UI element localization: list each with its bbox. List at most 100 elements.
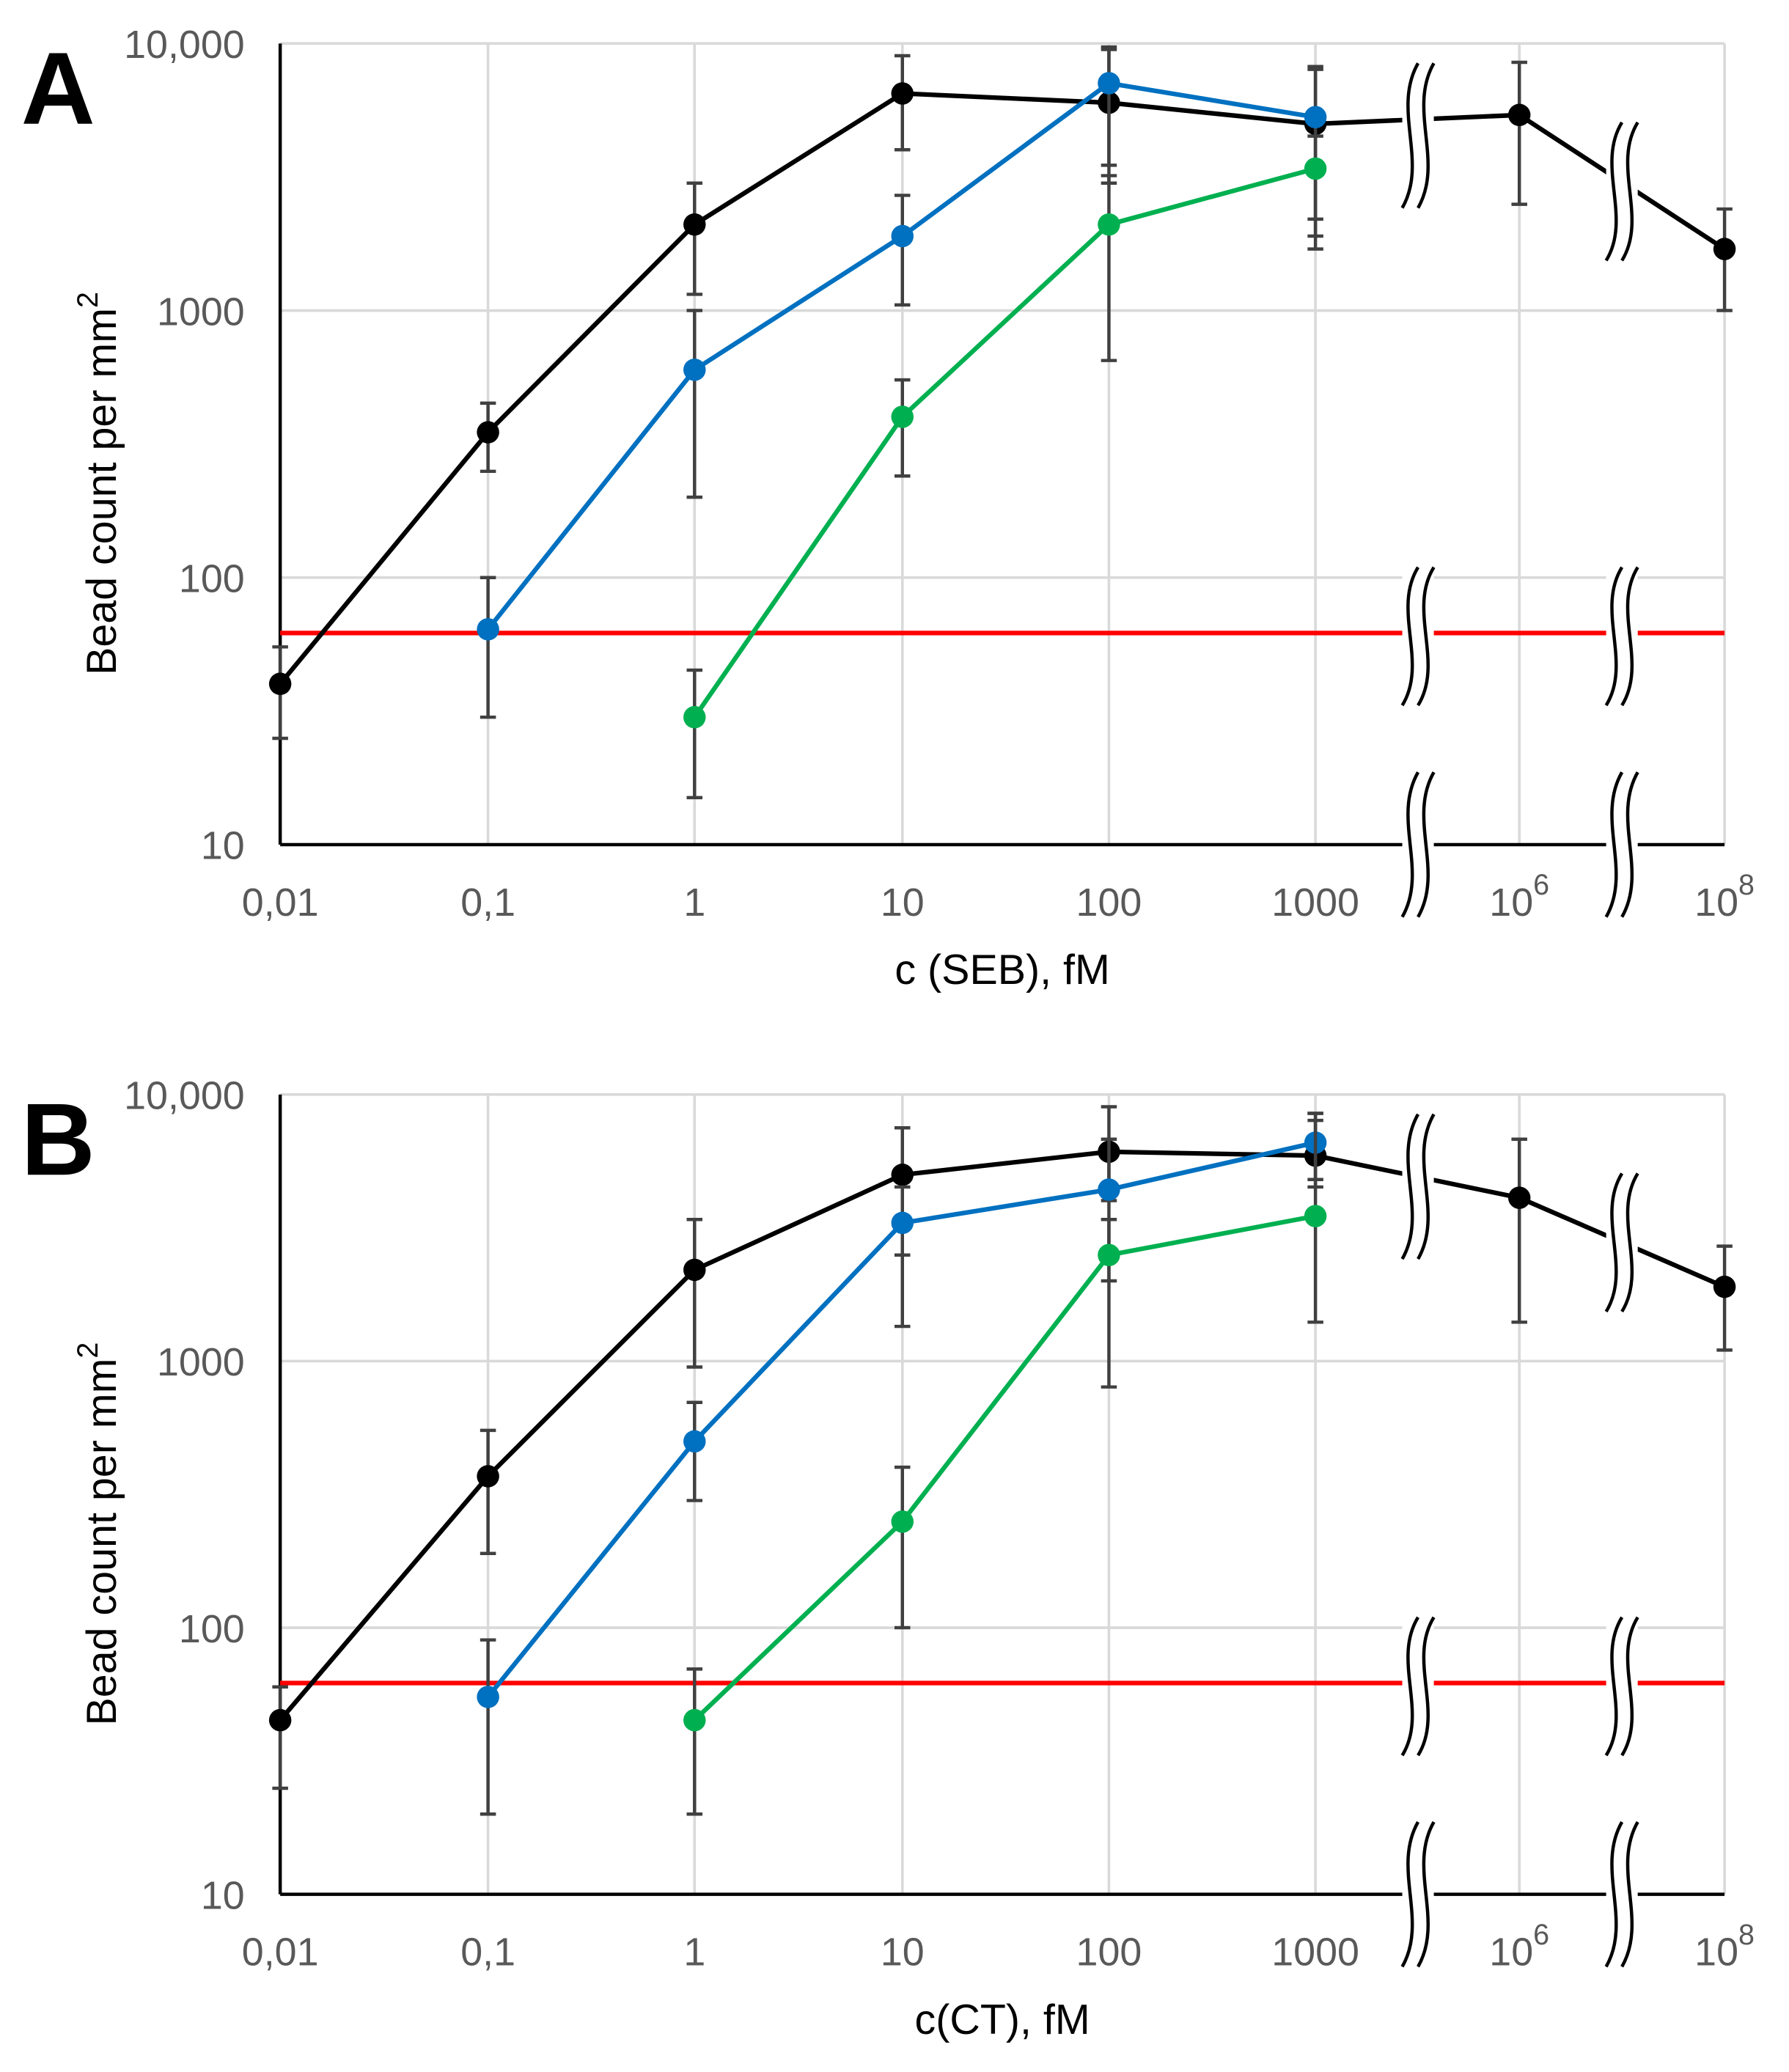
x-tick-label: 106 — [1489, 1919, 1549, 1974]
axis-break-mask — [1606, 1173, 1638, 1312]
data-point-black — [683, 1258, 706, 1282]
y-tick-label: 100 — [179, 556, 245, 600]
data-point-black — [1507, 1186, 1531, 1209]
axis-break-mask — [1402, 1821, 1434, 1967]
series-line-black — [278, 1149, 1726, 1722]
axis-break-mask — [1402, 63, 1434, 208]
axis-break-icon — [1400, 771, 1420, 918]
axis-break-mask — [1606, 1617, 1638, 1756]
data-point-blue — [477, 1686, 499, 1708]
axis-break-icon — [1604, 1616, 1624, 1757]
x-tick-label: 0,1 — [460, 1930, 515, 1974]
data-point-blue — [477, 618, 499, 641]
x-axis-label: c(CT), fM — [915, 1996, 1090, 2043]
axis-break-icon — [1417, 62, 1436, 209]
x-tick-label: 106 — [1489, 869, 1549, 925]
data-point-blue — [683, 359, 706, 381]
axis-break-mask — [1402, 567, 1434, 706]
data-point-black — [477, 1465, 499, 1488]
x-axis-label: c (SEB), fM — [894, 947, 1109, 993]
data-point-black — [891, 82, 914, 105]
panel-label: A — [21, 31, 95, 146]
panel-label: B — [21, 1081, 95, 1197]
y-tick-label: 100 — [179, 1607, 245, 1651]
data-point-black — [268, 672, 292, 695]
x-tick-label: 108 — [1694, 1919, 1755, 1974]
axis-break-mask — [1606, 1821, 1638, 1967]
y-tick-label: 10,000 — [124, 23, 245, 67]
series-line-green — [692, 166, 1316, 719]
data-point-green — [683, 1708, 706, 1732]
axis-break-icon — [1620, 1616, 1639, 1757]
y-axis-label: Bead count per mm2 — [72, 1342, 125, 1726]
axis-break-icon — [1400, 62, 1420, 209]
data-point-green — [1098, 213, 1120, 236]
data-point-green — [891, 405, 914, 428]
axis-break-icon — [1620, 566, 1639, 707]
axis-break-icon — [1620, 1172, 1639, 1313]
axis-break-icon — [1604, 1172, 1624, 1313]
data-point-black — [683, 213, 706, 236]
data-point-blue — [683, 1430, 706, 1453]
axis-break-icon — [1604, 121, 1624, 262]
x-tick-label: 1 — [683, 1930, 705, 1974]
x-tick-label: 100 — [1076, 881, 1142, 925]
x-tick-label: 10 — [881, 881, 925, 925]
axis-break-icon — [1417, 1113, 1436, 1260]
data-point-blue — [1304, 106, 1327, 129]
axis-break-icon — [1620, 771, 1639, 918]
x-tick-label: 100 — [1076, 1930, 1142, 1974]
x-tick-label: 108 — [1694, 869, 1755, 925]
x-tick-label: 0,01 — [242, 1930, 319, 1974]
series-line-black — [278, 91, 1726, 686]
axis-break-icon — [1417, 1616, 1436, 1757]
axis-break-icon — [1400, 1113, 1420, 1260]
data-point-blue — [1098, 72, 1120, 95]
data-point-green — [683, 705, 706, 729]
series-green — [683, 134, 1327, 800]
y-tick-label: 1000 — [157, 290, 245, 334]
axis-break-icon — [1620, 1821, 1639, 1968]
chart-panel-A: 10 100 1000 10,000 0,01 0,1 1 10 100 1000 106 108 Ac… — [21, 23, 1755, 993]
axis-break-icon — [1417, 566, 1436, 707]
x-tick-label: 0,01 — [242, 881, 319, 925]
y-axis-label: Bead count per mm2 — [72, 292, 125, 675]
axis-break-icon — [1417, 771, 1436, 918]
axis-break-icon — [1604, 1821, 1624, 1968]
axis-break-mask — [1402, 1114, 1434, 1260]
axis-break-icon — [1400, 1616, 1419, 1757]
data-point-green — [1304, 157, 1327, 180]
y-tick-label: 1000 — [157, 1340, 245, 1384]
x-tick-label: 1 — [683, 881, 705, 925]
axis-break-mask — [1606, 567, 1638, 706]
axis-break-mask — [1402, 1617, 1434, 1756]
y-tick-label: 10 — [201, 1873, 245, 1917]
y-tick-label: 10 — [201, 824, 245, 868]
series-line-green — [693, 1213, 1316, 1722]
data-point-black — [477, 421, 499, 444]
y-tick-label: 10,000 — [124, 1074, 245, 1118]
data-point-black — [1713, 238, 1736, 260]
series-blue — [477, 1112, 1327, 1816]
chart-panel-B: 10 100 1000 10,000 0,01 0,1 1 10 100 1000 106 108 Bc… — [21, 1074, 1755, 2043]
data-point-blue — [891, 224, 914, 248]
data-point-blue — [1098, 1178, 1120, 1201]
data-point-black — [1713, 1275, 1736, 1298]
axis-break-icon — [1400, 566, 1419, 707]
data-point-green — [891, 1510, 914, 1533]
axis-break-icon — [1604, 566, 1624, 707]
axis-break-icon — [1400, 1821, 1420, 1968]
data-point-green — [1304, 1205, 1327, 1227]
data-point-black — [891, 1164, 914, 1186]
axis-break-icon — [1604, 771, 1624, 918]
x-tick-label: 1000 — [1271, 881, 1359, 925]
x-tick-label: 1000 — [1271, 1930, 1359, 1974]
series-green — [683, 1118, 1327, 1816]
data-point-black — [1507, 103, 1531, 127]
x-tick-label: 10 — [881, 1930, 925, 1974]
axis-break-icon — [1620, 121, 1639, 262]
data-point-black — [268, 1708, 292, 1732]
data-point-blue — [891, 1211, 914, 1235]
axis-break-mask — [1606, 772, 1638, 917]
